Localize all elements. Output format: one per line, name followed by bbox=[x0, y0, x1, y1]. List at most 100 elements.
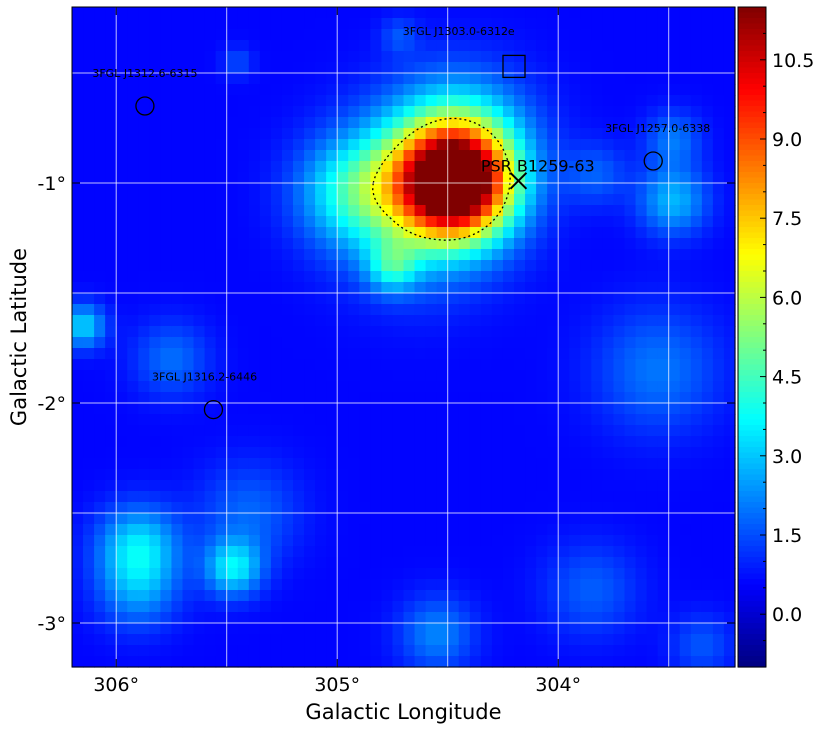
map-pixel bbox=[392, 359, 405, 371]
map-pixel bbox=[491, 491, 504, 503]
map-pixel bbox=[149, 183, 161, 195]
colorbar-frame bbox=[737, 6, 767, 668]
map-pixel bbox=[171, 524, 184, 536]
map-pixel bbox=[326, 227, 338, 239]
map-pixel bbox=[712, 579, 725, 591]
map-pixel bbox=[701, 414, 714, 426]
map-pixel bbox=[580, 128, 592, 140]
map-pixel bbox=[392, 469, 405, 481]
map-pixel bbox=[469, 150, 482, 162]
map-pixel bbox=[226, 513, 239, 525]
map-pixel bbox=[326, 579, 338, 591]
map-pixel bbox=[602, 271, 615, 283]
map-pixel bbox=[447, 51, 460, 63]
map-pixel bbox=[657, 315, 670, 327]
colorbar-segment bbox=[738, 392, 766, 399]
map-pixel bbox=[304, 436, 316, 448]
map-pixel bbox=[480, 51, 493, 63]
map-pixel bbox=[326, 205, 338, 217]
map-pixel bbox=[436, 656, 449, 668]
map-pixel bbox=[502, 612, 515, 624]
map-pixel bbox=[458, 7, 471, 19]
map-pixel bbox=[204, 271, 217, 283]
map-pixel bbox=[679, 656, 692, 668]
map-pixel bbox=[138, 557, 150, 569]
map-pixel bbox=[337, 161, 349, 173]
map-pixel bbox=[536, 315, 548, 327]
map-pixel bbox=[138, 458, 150, 470]
map-pixel bbox=[491, 260, 504, 272]
map-pixel bbox=[723, 7, 736, 19]
map-pixel bbox=[138, 216, 150, 228]
map-pixel bbox=[591, 304, 603, 316]
map-pixel bbox=[701, 381, 714, 393]
map-pixel bbox=[469, 282, 482, 294]
colorbar-segment bbox=[738, 364, 766, 371]
map-pixel bbox=[270, 304, 283, 316]
map-pixel bbox=[370, 447, 382, 459]
map-pixel bbox=[558, 656, 570, 668]
map-pixel bbox=[447, 84, 460, 96]
map-pixel bbox=[701, 612, 714, 624]
map-pixel bbox=[613, 458, 626, 470]
map-pixel bbox=[580, 491, 592, 503]
map-pixel bbox=[668, 568, 681, 580]
map-pixel bbox=[248, 337, 261, 349]
map-pixel bbox=[547, 469, 559, 481]
map-pixel bbox=[138, 282, 150, 294]
map-pixel bbox=[602, 634, 615, 646]
map-pixel bbox=[160, 524, 173, 536]
map-pixel bbox=[304, 73, 316, 85]
map-pixel bbox=[293, 557, 305, 569]
map-pixel bbox=[569, 535, 581, 547]
map-pixel bbox=[105, 425, 117, 437]
map-pixel bbox=[337, 359, 349, 371]
map-pixel bbox=[281, 326, 294, 338]
map-pixel bbox=[160, 227, 173, 239]
map-pixel bbox=[591, 491, 603, 503]
map-pixel bbox=[293, 249, 305, 261]
map-pixel bbox=[193, 216, 206, 228]
map-pixel bbox=[315, 491, 327, 503]
map-pixel bbox=[83, 18, 95, 30]
map-pixel bbox=[149, 304, 161, 316]
map-pixel bbox=[668, 29, 681, 41]
map-pixel bbox=[215, 436, 228, 448]
map-pixel bbox=[326, 634, 338, 646]
map-pixel bbox=[127, 205, 139, 217]
map-pixel bbox=[436, 381, 449, 393]
map-pixel bbox=[447, 249, 460, 261]
map-pixel bbox=[105, 249, 117, 261]
map-pixel bbox=[502, 117, 515, 129]
map-pixel bbox=[701, 469, 714, 481]
map-pixel bbox=[469, 7, 482, 19]
map-pixel bbox=[679, 414, 692, 426]
map-pixel bbox=[281, 293, 294, 305]
map-pixel bbox=[701, 392, 714, 404]
map-pixel bbox=[525, 458, 537, 470]
map-pixel bbox=[536, 227, 548, 239]
map-pixel bbox=[558, 370, 570, 382]
map-pixel bbox=[304, 579, 316, 591]
colorbar-segment bbox=[738, 595, 766, 602]
map-pixel bbox=[602, 95, 615, 107]
map-pixel bbox=[514, 216, 526, 228]
map-pixel bbox=[392, 546, 405, 558]
map-pixel bbox=[171, 304, 184, 316]
map-pixel bbox=[381, 359, 394, 371]
map-pixel bbox=[536, 150, 548, 162]
map-pixel bbox=[193, 139, 206, 151]
map-pixel bbox=[370, 370, 382, 382]
map-pixel bbox=[105, 645, 117, 657]
map-pixel bbox=[723, 425, 736, 437]
map-pixel bbox=[701, 568, 714, 580]
map-pixel bbox=[624, 238, 637, 250]
map-pixel bbox=[160, 579, 173, 591]
map-pixel bbox=[569, 249, 581, 261]
map-pixel bbox=[259, 40, 272, 52]
map-pixel bbox=[558, 62, 570, 74]
map-pixel bbox=[259, 205, 272, 217]
map-pixel bbox=[116, 480, 128, 492]
map-pixel bbox=[259, 117, 272, 129]
map-pixel bbox=[723, 502, 736, 514]
